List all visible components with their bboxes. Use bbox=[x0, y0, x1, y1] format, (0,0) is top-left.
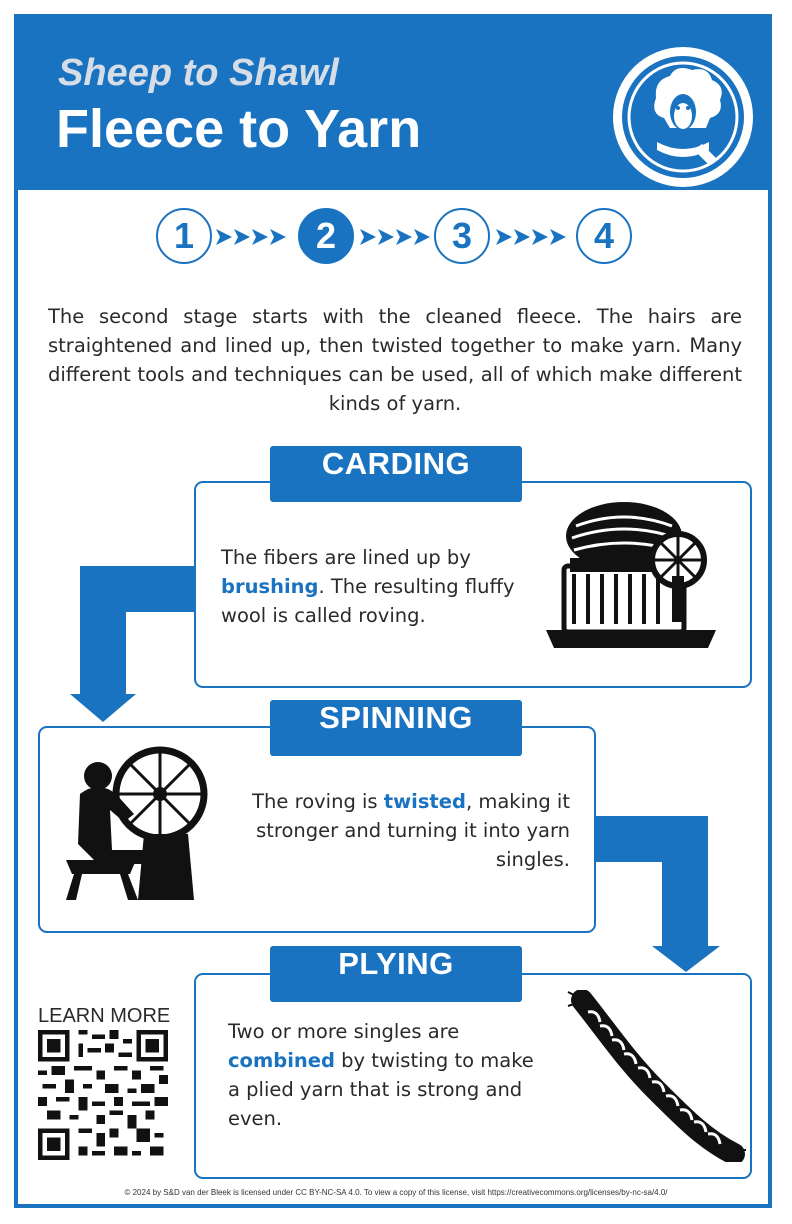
page-title: Fleece to Yarn bbox=[56, 99, 422, 159]
step-arrow-icon bbox=[360, 229, 430, 245]
carding-text-b: . The resulting fluffy wool is called ro… bbox=[221, 575, 515, 627]
intro-paragraph: The second stage starts with the cleaned… bbox=[48, 305, 742, 415]
step-arrow-icon bbox=[496, 229, 566, 245]
qr-code-icon[interactable] bbox=[38, 1030, 168, 1160]
plying-heading: PLYING bbox=[270, 946, 522, 1002]
step-arrow-icon bbox=[216, 229, 286, 245]
flow-arrow-down-left-icon bbox=[70, 566, 196, 722]
plied-yarn-icon bbox=[567, 990, 746, 1162]
plying-text-b: by twisting to make a plied yarn that is… bbox=[228, 1049, 534, 1130]
plying-card bbox=[194, 973, 752, 1179]
step-2-circle-current: 2 bbox=[298, 208, 354, 264]
step-1-circle: 1 bbox=[156, 208, 212, 264]
learn-more-label: LEARN MORE bbox=[38, 1005, 171, 1027]
step-4-circle: 4 bbox=[576, 208, 632, 264]
flow-arrow-down-right-icon bbox=[596, 816, 720, 972]
carding-keyword: brushing bbox=[221, 575, 319, 598]
spinning-heading: SPINNING bbox=[270, 700, 522, 756]
plying-keyword: combined bbox=[228, 1049, 335, 1072]
plying-text: Two or more singles are combined by twis… bbox=[228, 1017, 538, 1133]
carding-text: The fibers are lined up by brushing. The… bbox=[221, 543, 521, 630]
sheep-logo-icon bbox=[613, 47, 753, 187]
page-subtitle: Sheep to Shawl bbox=[58, 52, 339, 94]
step-3-circle: 3 bbox=[434, 208, 490, 264]
carding-machine-icon bbox=[546, 502, 716, 648]
spinning-wheel-icon bbox=[66, 746, 208, 900]
carding-text-a: The fibers are lined up by bbox=[221, 546, 471, 569]
spinning-text-b: , making it stronger and turning it into… bbox=[256, 790, 570, 871]
spinning-keyword: twisted bbox=[383, 790, 466, 813]
carding-heading: CARDING bbox=[270, 446, 522, 502]
spinning-text-a: The roving is bbox=[252, 790, 384, 813]
license-footer: © 2024 by S&D van der Bleek is licensed … bbox=[124, 1188, 668, 1197]
spinning-text: The roving is twisted, making it stronge… bbox=[240, 787, 570, 874]
plying-text-a: Two or more singles are bbox=[228, 1020, 460, 1043]
